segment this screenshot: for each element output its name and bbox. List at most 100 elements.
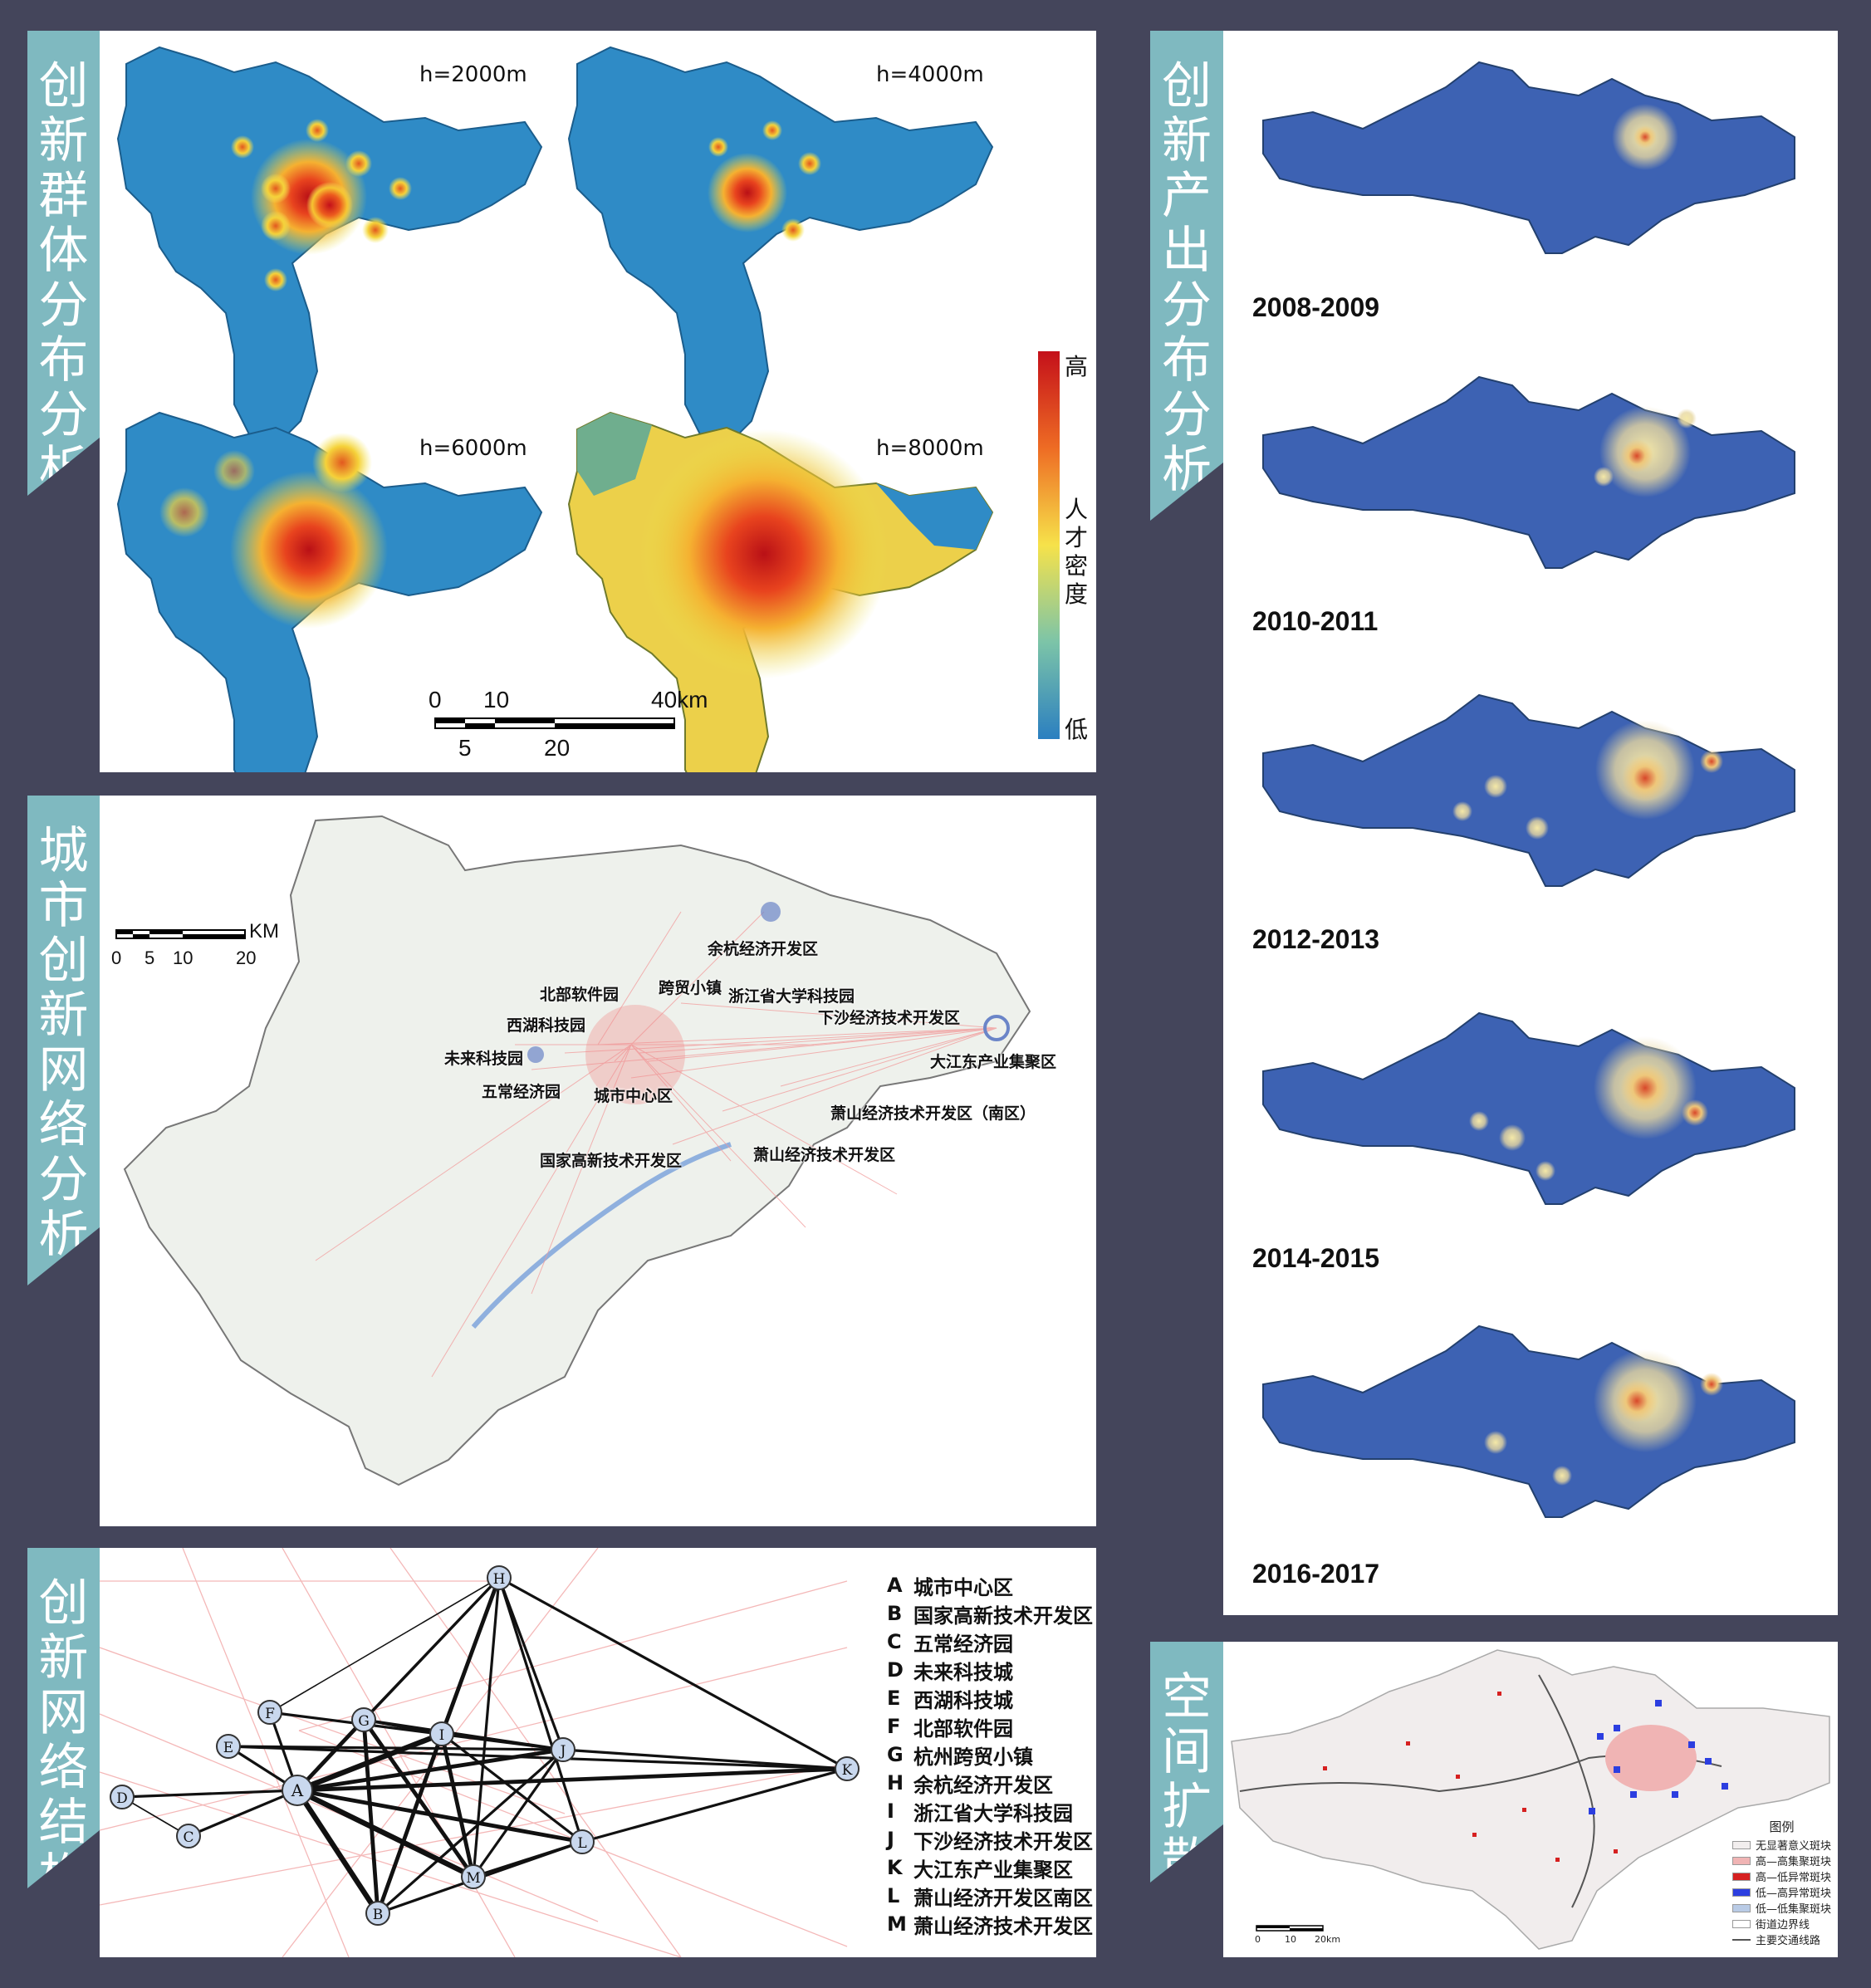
network-node-circle [487, 1565, 512, 1590]
density-map-h2000 [117, 47, 542, 447]
high-low-patches [1323, 1692, 1618, 1862]
label-city-center: 城市中心区 [594, 1087, 673, 1105]
network-node-l: L [570, 1829, 595, 1854]
legend-row-e: E 西湖科技城 [887, 1684, 1093, 1712]
label-kuamao: 跨贸小镇 [659, 979, 722, 997]
network-edge-j-k [562, 1748, 848, 1770]
network-node-b: B [365, 1901, 390, 1926]
density-maps-svg [117, 47, 1060, 772]
network-node-a: A [282, 1775, 313, 1806]
legend-code: H [887, 1771, 904, 1795]
legend-row-a: A 城市中心区 [887, 1571, 1093, 1599]
legend-label: 主要交通线路 [1756, 1935, 1821, 1947]
diffusion-scale-20: 20km [1315, 1934, 1341, 1945]
period-label-4: 2014-2015 [1252, 1243, 1380, 1273]
city-network-svg [115, 815, 1031, 1486]
network-edge-a-i [296, 1731, 443, 1793]
scale-tick-0: 0 [429, 687, 442, 712]
network-node-circle [461, 1864, 486, 1889]
legend-label: 街道边界线 [1756, 1919, 1810, 1932]
legend-swatch [1732, 1888, 1751, 1897]
network-edge-m-l [473, 1840, 583, 1878]
network-node-c: C [176, 1824, 201, 1848]
network-edge-g-h [362, 1576, 501, 1721]
diffusion-legend-row: 高—低异常斑块 [1732, 1868, 1831, 1884]
bandwidth-label-1: h=2000m [419, 62, 527, 87]
scale-tick-20: 20 [544, 735, 571, 761]
legend-swatch [1732, 1919, 1751, 1928]
network-edge-f-h [269, 1577, 500, 1713]
legend-code: F [887, 1715, 901, 1738]
legend-title: 人才密度 [1065, 496, 1089, 608]
network-node-j: J [551, 1737, 576, 1762]
city-scale-5: 5 [144, 947, 155, 968]
tab-diffusion-title: 空间扩散 [1162, 1668, 1212, 1891]
label-xiaoshan: 萧山经济技术开发区 [753, 1146, 896, 1164]
network-node-label: H [493, 1571, 506, 1588]
legend-row-k: K 大江东产业集聚区 [887, 1853, 1093, 1882]
legend-name: 浙江省大学科技园 [913, 1801, 1073, 1825]
legend-code: G [887, 1743, 904, 1766]
diffusion-panel: 图例 无显著意义斑块 高—高集聚斑块 高—低异常斑块 低—高异常斑块 低—低集聚斑块 街道… [1223, 1642, 1838, 1957]
label-yuhang: 余杭经济开发区 [708, 940, 819, 958]
legend-row-i: I 浙江省大学科技园 [887, 1797, 1093, 1825]
city-scale-20: 20 [236, 947, 257, 968]
legend-row-m: M 萧山经济技术开发区 [887, 1910, 1093, 1938]
legend-label: 高—高集聚斑块 [1756, 1856, 1832, 1868]
network-node-circle [110, 1785, 135, 1809]
legend-name: 未来科技城 [913, 1660, 1013, 1684]
legend-row-h: H 余杭经济开发区 [887, 1769, 1093, 1797]
city-scale-unit: KM [249, 920, 279, 943]
network-node-label: E [223, 1740, 233, 1756]
network-node-h: H [487, 1565, 512, 1590]
legend-row-j: J 下沙经济技术开发区 [887, 1825, 1093, 1853]
label-wuchang: 五常经济园 [482, 1083, 561, 1101]
network-node-circle [365, 1901, 390, 1926]
legend-row-l: L 萧山经济开发区南区 [887, 1882, 1093, 1910]
label-north-software: 北部软件园 [540, 986, 620, 1004]
network-node-m: M [461, 1864, 486, 1889]
legend-name: 余杭经济开发区 [913, 1773, 1053, 1797]
network-node-label: J [559, 1743, 566, 1760]
network-edge-b-j [376, 1748, 565, 1915]
legend-name: 五常经济园 [913, 1632, 1013, 1656]
tab-density: 创新群体分布分析 [27, 31, 100, 496]
network-node-circle [429, 1721, 454, 1746]
network-node-circle [835, 1756, 860, 1781]
legend-row-g: G 杭州跨贸小镇 [887, 1741, 1093, 1769]
diffusion-legend-row: 主要交通线路 [1732, 1932, 1831, 1947]
tab-diffusion: 空间扩散 [1150, 1642, 1223, 1883]
network-edge-e-j [228, 1745, 564, 1751]
network-node-d: D [110, 1785, 135, 1809]
legend-swatch [1732, 1872, 1751, 1881]
network-edge-a-k [296, 1766, 848, 1793]
legend-label: 低—低集聚斑块 [1756, 1903, 1832, 1916]
legend-code: A [887, 1574, 903, 1597]
output-map-2010 [1262, 376, 1795, 569]
legend-name: 下沙经济技术开发区 [913, 1829, 1093, 1853]
density-map-h4000 [568, 47, 993, 447]
bandwidth-label-2: h=4000m [876, 62, 984, 87]
city-scale-10: 10 [173, 947, 193, 968]
legend-code: B [887, 1602, 903, 1625]
diffusion-legend: 图例 无显著意义斑块 高—高集聚斑块 高—低异常斑块 低—高异常斑块 低—低集聚斑块 街道… [1732, 1818, 1831, 1947]
scale-tick-40: 40km [651, 687, 708, 712]
period-label-3: 2012-2013 [1252, 924, 1380, 954]
network-node-circle [257, 1700, 282, 1725]
legend-code: J [887, 1828, 894, 1851]
network-edge-j-h [497, 1577, 565, 1751]
tab-structure: 创新网络结构 [27, 1548, 100, 1888]
network-node-e: E [216, 1734, 241, 1759]
legend-row-d: D 未来科技城 [887, 1656, 1093, 1684]
city-region-shape [123, 815, 1031, 1486]
legend-code: D [887, 1658, 904, 1682]
legend-swatch [1732, 1840, 1751, 1849]
background-links [100, 1548, 848, 1957]
legend-swatch [1732, 1938, 1751, 1941]
legend-high: 高 [1065, 353, 1089, 380]
output-map-2014 [1262, 1012, 1795, 1205]
low-high-patches [1589, 1700, 1728, 1814]
label-dajiangdong: 大江东产业集聚区 [930, 1053, 1057, 1071]
diffusion-legend-row: 低—低集聚斑块 [1732, 1900, 1831, 1916]
density-panel: h=2000m h=4000m h=6000m h=8000m 高 人才密度 低… [100, 31, 1096, 772]
